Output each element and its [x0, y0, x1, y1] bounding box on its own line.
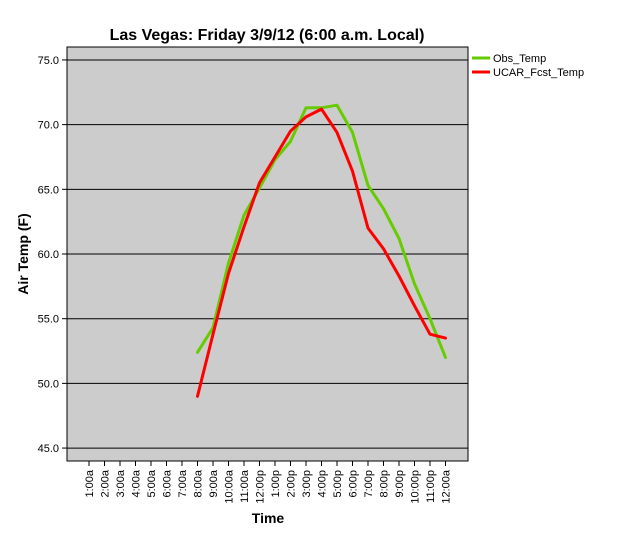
- y-tick-label: 55.0: [38, 314, 59, 326]
- x-axis: 1:00a 2:00a 3:00a 4:00a 5:00a 6:00a 7:00a 8:00a…: [84, 461, 453, 504]
- x-tick-label: 9:00p: [394, 470, 406, 498]
- x-tick-label: 2:00a: [100, 469, 112, 497]
- x-tick-label: 2:00p: [286, 470, 298, 498]
- x-tick-label: 12:00p: [255, 470, 267, 504]
- y-tick-label: 60.0: [38, 249, 59, 261]
- y-tick-label: 45.0: [38, 443, 59, 455]
- x-tick-label: 11:00a: [239, 469, 251, 503]
- x-tick-label: 1:00a: [84, 469, 96, 497]
- x-tick-label: 1:00p: [270, 470, 282, 498]
- x-tick-label: 5:00p: [332, 470, 344, 498]
- x-tick-label: 10:00p: [410, 470, 422, 504]
- x-tick-label: 4:00p: [317, 470, 329, 498]
- gridlines: [67, 59, 468, 449]
- y-tick-label: 70.0: [38, 120, 59, 132]
- x-tick-label: 11:00p: [425, 470, 437, 503]
- x-tick-label: 7:00a: [177, 469, 189, 497]
- x-tick-label: 4:00a: [131, 469, 143, 497]
- y-tick-label: 65.0: [38, 184, 59, 196]
- x-tick-label: 9:00a: [208, 469, 220, 497]
- x-tick-label: 8:00a: [193, 469, 205, 497]
- x-tick-label: 10:00a: [224, 469, 236, 504]
- y-tick-label: 75.0: [38, 55, 59, 67]
- series-line-1: [196, 107, 447, 398]
- x-axis-label: Time: [252, 510, 285, 526]
- x-tick-label: 3:00p: [301, 470, 313, 498]
- y-axis-label: Air Temp (F): [15, 213, 31, 294]
- legend: Obs_Temp UCAR_Fcst_Temp: [472, 53, 584, 79]
- series-group: [196, 103, 447, 398]
- chart-title: Las Vegas: Friday 3/9/12 (6:00 a.m. Loca…: [110, 27, 425, 44]
- x-tick-label: 12:00a: [441, 469, 453, 504]
- x-tick-label: 7:00p: [363, 470, 375, 498]
- y-axis: 45.0 50.0 55.0 60.0 65.0 70.0 75.0: [38, 55, 67, 455]
- x-tick-label: 6:00a: [162, 469, 174, 497]
- x-tick-label: 8:00p: [379, 470, 391, 498]
- y-tick-label: 50.0: [38, 378, 59, 390]
- x-tick-label: 5:00a: [146, 469, 158, 497]
- legend-label: Obs_Temp: [493, 53, 546, 65]
- x-tick-label: 6:00p: [348, 470, 360, 498]
- legend-label: UCAR_Fcst_Temp: [493, 67, 584, 79]
- x-tick-label: 3:00a: [115, 469, 127, 497]
